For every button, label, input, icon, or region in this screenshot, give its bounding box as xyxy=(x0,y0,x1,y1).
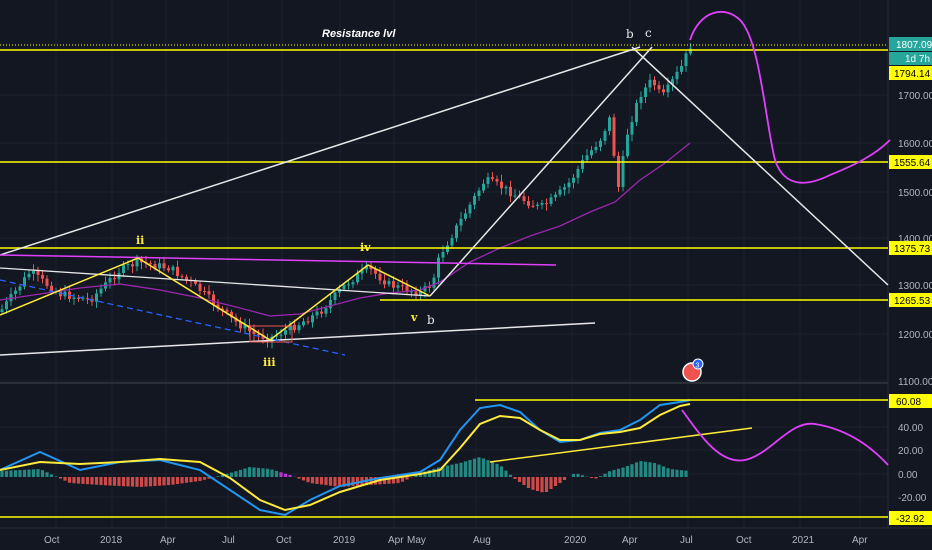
price-projection-curve[interactable] xyxy=(689,10,891,184)
wave-label-v: v xyxy=(410,311,418,324)
wave-label-ii: ii xyxy=(136,234,144,247)
resistance-tag-text: 1555.64 xyxy=(894,158,931,169)
time-label: Apr xyxy=(852,535,868,546)
time-label: Aug xyxy=(473,535,491,546)
support-tag-1265 xyxy=(889,293,932,307)
wave-label-c-top: c xyxy=(645,26,652,40)
signal-line xyxy=(0,403,691,512)
indicator-tag-bottom-text: -32.92 xyxy=(896,514,925,525)
elliott-wave-path[interactable] xyxy=(0,257,431,341)
decline-projection-line[interactable] xyxy=(631,46,889,286)
price-axis[interactable]: 1700.00 1600.00 1500.00 1400.00 1300.00 … xyxy=(898,91,932,388)
candlestick-series xyxy=(0,43,692,349)
chart-title: Resistance lvl xyxy=(322,28,396,40)
indicator-tag-top-text: 60.08 xyxy=(896,397,921,408)
resistance-tag-text: 1794.14 xyxy=(894,69,931,80)
wave-label-iii: iii xyxy=(263,356,276,369)
price-label: 1300.00 xyxy=(898,281,932,292)
price-label: 1400.00 xyxy=(898,234,932,245)
last-price-tag xyxy=(889,37,932,51)
macd-line xyxy=(0,399,691,517)
indicator-tag-bottom xyxy=(889,511,932,525)
indicator-label: 40.00 xyxy=(898,423,923,434)
time-label: 2019 xyxy=(333,535,356,546)
time-label: Jul xyxy=(680,535,693,546)
time-label: Oct xyxy=(736,535,752,546)
countdown-text: 1d 7h xyxy=(905,54,930,65)
time-label: Oct xyxy=(44,535,60,546)
macd-histogram xyxy=(0,457,688,493)
resistance-tag-1555 xyxy=(889,155,932,169)
time-label: Jul xyxy=(222,535,235,546)
magenta-channel-line[interactable] xyxy=(0,254,557,266)
price-tags: 1807.09 1d 7h 1794.14 1555.64 1375.73 12… xyxy=(889,37,932,307)
price-label: 1600.00 xyxy=(898,139,932,150)
blue-dashed-line[interactable] xyxy=(0,279,346,356)
time-label: May xyxy=(407,535,426,546)
time-label: 2020 xyxy=(564,535,587,546)
last-price-text: 1807.09 xyxy=(896,40,932,51)
indicator-label: 20.00 xyxy=(898,446,923,457)
grid xyxy=(0,0,888,528)
bottom-box xyxy=(249,325,293,343)
wave-label-iv: iv xyxy=(360,241,371,254)
indicator-axis[interactable]: 60.08 40.00 20.00 0.00 -20.00 -32.92 xyxy=(889,394,932,525)
wedge-trendline[interactable] xyxy=(0,267,431,297)
price-label: 1500.00 xyxy=(898,188,932,199)
event-badge-count: 3 xyxy=(696,363,700,370)
indicator-trendline[interactable] xyxy=(489,427,753,463)
event-badge[interactable]: 3 xyxy=(682,358,704,382)
resistance-tag-1375 xyxy=(889,241,932,255)
indicator-tag-top xyxy=(889,394,932,408)
price-label: 1200.00 xyxy=(898,330,932,341)
support-tag-text: 1265.53 xyxy=(894,296,931,307)
time-label: Oct xyxy=(276,535,292,546)
indicator-label: -20.00 xyxy=(898,493,927,504)
rally-trendline[interactable] xyxy=(429,46,653,297)
lower-trendline[interactable] xyxy=(0,322,596,356)
wave-label-b-top: b xyxy=(626,27,634,41)
resistance-tag-1794 xyxy=(889,66,932,80)
wave-label-b-low: b xyxy=(427,313,435,327)
indicator-label: 0.00 xyxy=(898,470,918,481)
time-label: Apr xyxy=(160,535,176,546)
time-label: Apr xyxy=(622,535,638,546)
upper-trendline[interactable] xyxy=(0,46,641,256)
countdown-tag xyxy=(889,52,932,65)
price-label: 1700.00 xyxy=(898,91,932,102)
indicator-projection-curve[interactable] xyxy=(681,409,889,466)
resistance-tag-text: 1375.73 xyxy=(894,244,931,255)
price-label: 1100.00 xyxy=(898,377,932,388)
time-label: 2018 xyxy=(100,535,123,546)
time-label: 2021 xyxy=(792,535,815,546)
time-label: Apr xyxy=(388,535,404,546)
time-axis[interactable]: Oct 2018 Apr Jul Oct 2019 Apr May Aug 20… xyxy=(44,535,868,546)
